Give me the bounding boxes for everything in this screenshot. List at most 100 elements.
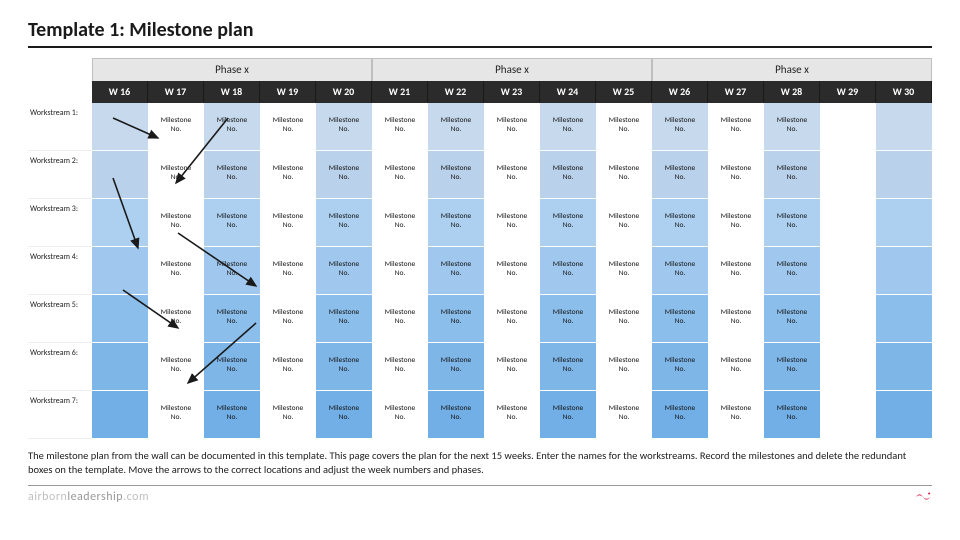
milestone-cell: MilestoneNo. xyxy=(596,103,652,151)
milestone-cell: MilestoneNo. xyxy=(428,151,484,199)
milestone-cell xyxy=(92,151,148,199)
milestone-cell: MilestoneNo. xyxy=(372,247,428,295)
milestone-cell: MilestoneNo. xyxy=(540,391,596,439)
milestone-cell xyxy=(820,295,876,343)
milestone-cell: MilestoneNo. xyxy=(596,295,652,343)
milestone-cell: MilestoneNo. xyxy=(708,295,764,343)
week-row-spacer xyxy=(28,81,92,103)
milestone-cell: MilestoneNo. xyxy=(484,295,540,343)
milestone-cell: MilestoneNo. xyxy=(204,343,260,391)
footer: airbornleadership.com xyxy=(28,485,932,504)
milestone-cell: MilestoneNo. xyxy=(204,247,260,295)
milestone-cell: MilestoneNo. xyxy=(652,103,708,151)
milestone-cell: MilestoneNo. xyxy=(708,343,764,391)
milestone-cell: MilestoneNo. xyxy=(204,103,260,151)
milestone-cell xyxy=(820,247,876,295)
workstream-label: Workstream 3: xyxy=(28,199,92,247)
milestone-cell: MilestoneNo. xyxy=(260,151,316,199)
milestone-cell: MilestoneNo. xyxy=(204,151,260,199)
milestone-cell: MilestoneNo. xyxy=(316,103,372,151)
milestone-cell: MilestoneNo. xyxy=(316,343,372,391)
milestone-cell: MilestoneNo. xyxy=(428,295,484,343)
milestone-cell xyxy=(820,199,876,247)
milestone-cell: MilestoneNo. xyxy=(708,199,764,247)
brand-part-1: airborn xyxy=(28,490,67,504)
milestone-cell: MilestoneNo. xyxy=(260,103,316,151)
milestone-cell: MilestoneNo. xyxy=(316,247,372,295)
brand-part-2: leadership xyxy=(67,490,123,504)
milestone-cell: MilestoneNo. xyxy=(372,343,428,391)
milestone-cell: MilestoneNo. xyxy=(764,391,820,439)
milestone-cell: MilestoneNo. xyxy=(316,151,372,199)
brand-text: airbornleadership.com xyxy=(28,490,149,504)
milestone-cell: MilestoneNo. xyxy=(316,199,372,247)
milestone-cell xyxy=(876,151,932,199)
milestone-cell: MilestoneNo. xyxy=(652,295,708,343)
week-header: W 28 xyxy=(764,81,820,103)
milestone-cell xyxy=(876,343,932,391)
week-header: W 27 xyxy=(708,81,764,103)
milestone-cell: MilestoneNo. xyxy=(484,199,540,247)
milestone-cell: MilestoneNo. xyxy=(428,391,484,439)
milestone-cell: MilestoneNo. xyxy=(260,247,316,295)
milestone-cell: MilestoneNo. xyxy=(428,199,484,247)
milestone-cell xyxy=(876,199,932,247)
milestone-cell: MilestoneNo. xyxy=(484,151,540,199)
milestone-cell: MilestoneNo. xyxy=(596,391,652,439)
instruction-text: The milestone plan from the wall can be … xyxy=(28,449,932,481)
milestone-cell: MilestoneNo. xyxy=(708,247,764,295)
milestone-cell: MilestoneNo. xyxy=(148,295,204,343)
milestone-cell: MilestoneNo. xyxy=(204,391,260,439)
week-header: W 16 xyxy=(92,81,148,103)
milestone-cell: MilestoneNo. xyxy=(316,391,372,439)
milestone-cell: MilestoneNo. xyxy=(764,151,820,199)
milestone-cell: MilestoneNo. xyxy=(148,103,204,151)
milestone-cell: MilestoneNo. xyxy=(540,103,596,151)
milestone-cell: MilestoneNo. xyxy=(428,343,484,391)
milestone-cell: MilestoneNo. xyxy=(540,199,596,247)
milestone-cell: MilestoneNo. xyxy=(372,151,428,199)
milestone-cell: MilestoneNo. xyxy=(316,295,372,343)
milestone-cell: MilestoneNo. xyxy=(652,391,708,439)
milestone-cell: MilestoneNo. xyxy=(652,247,708,295)
milestone-cell: MilestoneNo. xyxy=(596,247,652,295)
milestone-cell: MilestoneNo. xyxy=(708,391,764,439)
milestone-cell: MilestoneNo. xyxy=(764,295,820,343)
milestone-cell xyxy=(92,295,148,343)
milestone-cell: MilestoneNo. xyxy=(260,391,316,439)
milestone-cell: MilestoneNo. xyxy=(372,391,428,439)
week-header: W 30 xyxy=(876,81,932,103)
milestone-cell: MilestoneNo. xyxy=(372,295,428,343)
milestone-cell: MilestoneNo. xyxy=(260,295,316,343)
week-header: W 21 xyxy=(372,81,428,103)
milestone-cell: MilestoneNo. xyxy=(596,199,652,247)
workstream-label: Workstream 5: xyxy=(28,295,92,343)
milestone-cell xyxy=(876,295,932,343)
week-header: W 19 xyxy=(260,81,316,103)
milestone-cell: MilestoneNo. xyxy=(372,199,428,247)
brand-part-3: .com xyxy=(123,490,149,504)
week-header: W 22 xyxy=(428,81,484,103)
week-header: W 17 xyxy=(148,81,204,103)
milestone-cell: MilestoneNo. xyxy=(204,199,260,247)
milestone-cell xyxy=(92,391,148,439)
milestone-cell xyxy=(820,391,876,439)
milestone-cell: MilestoneNo. xyxy=(708,103,764,151)
milestone-cell: MilestoneNo. xyxy=(764,199,820,247)
week-header: W 20 xyxy=(316,81,372,103)
milestone-cell: MilestoneNo. xyxy=(652,343,708,391)
workstream-label: Workstream 2: xyxy=(28,151,92,199)
milestone-cell: MilestoneNo. xyxy=(148,391,204,439)
milestone-cell: MilestoneNo. xyxy=(540,247,596,295)
milestone-cell: MilestoneNo. xyxy=(652,151,708,199)
milestone-cell: MilestoneNo. xyxy=(484,247,540,295)
week-header: W 23 xyxy=(484,81,540,103)
milestone-cell xyxy=(820,343,876,391)
week-header: W 18 xyxy=(204,81,260,103)
week-header: W 25 xyxy=(596,81,652,103)
milestone-cell: MilestoneNo. xyxy=(372,103,428,151)
logo-icon xyxy=(914,490,932,504)
milestone-cell xyxy=(92,247,148,295)
week-header: W 29 xyxy=(820,81,876,103)
phase-header: Phase x xyxy=(652,58,932,81)
